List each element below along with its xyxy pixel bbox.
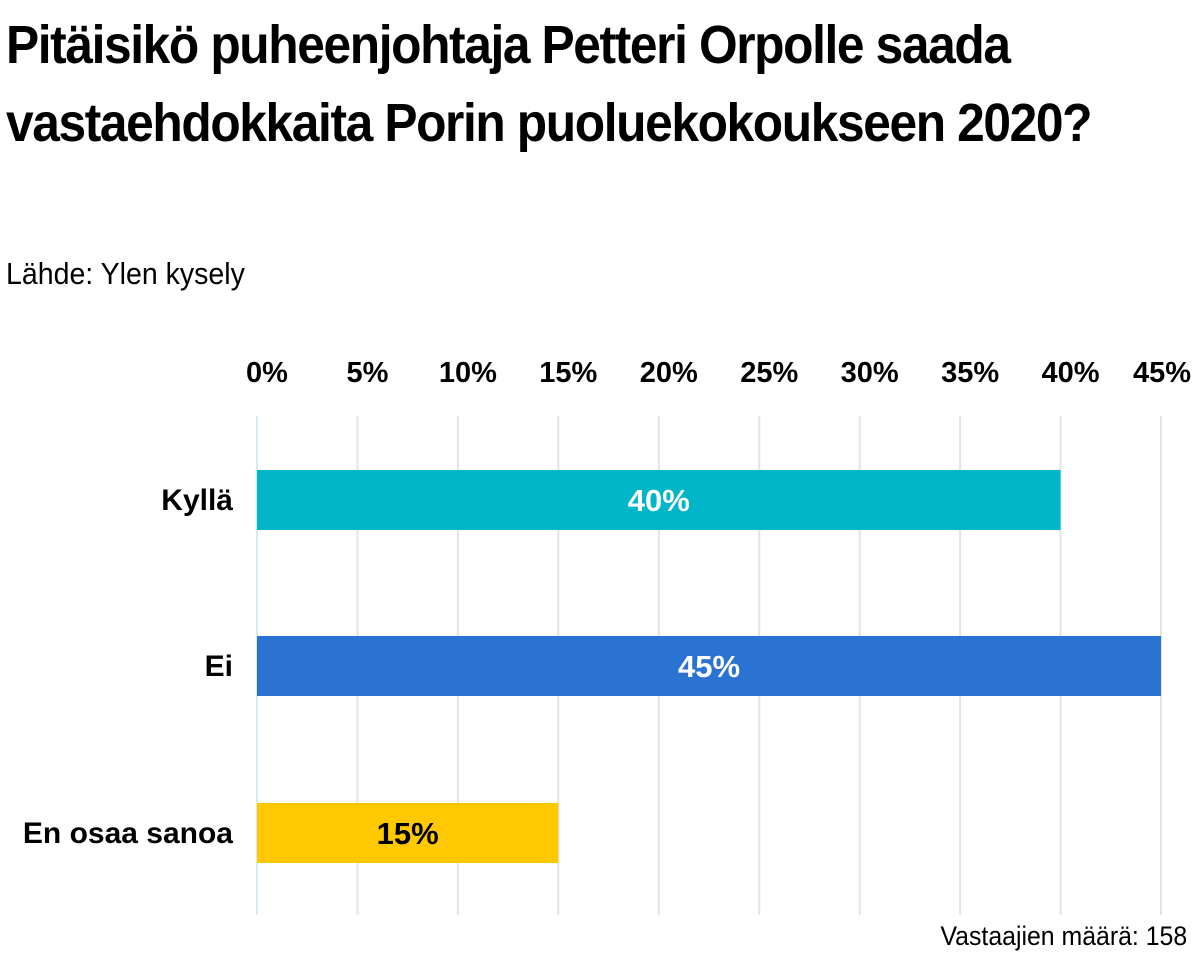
value-label: 45%: [678, 649, 740, 684]
x-tick-label: 10%: [439, 357, 497, 389]
bar: [257, 803, 559, 863]
category-label: En osaa sanoa: [23, 817, 233, 850]
x-tick-label: 20%: [640, 357, 698, 389]
category-label: Kyllä: [161, 484, 233, 517]
category-labels: Kyllä Ei En osaa sanoa: [23, 484, 233, 850]
bar-chart: 0% 5% 10% 15% 20% 25% 30% 35% 40% 45% Kyllä Ei En o…: [23, 357, 1191, 915]
chart-source: Lähde: Ylen kysely: [6, 256, 245, 291]
bars: [257, 470, 1161, 863]
value-label: 40%: [628, 483, 690, 518]
x-tick-label: 35%: [941, 357, 999, 389]
bar: [257, 470, 1061, 530]
x-tick-label: 30%: [841, 357, 899, 389]
x-tick-label: 15%: [539, 357, 597, 389]
x-axis-ticks: 0% 5% 10% 15% 20% 25% 30% 35% 40% 45%: [246, 357, 1191, 389]
value-label: 15%: [377, 816, 439, 851]
x-tick-label: 5%: [346, 357, 388, 389]
x-tick-label: 25%: [740, 357, 798, 389]
chart-title: Pitäisikö puheenjohtaja Petteri Orpolle …: [6, 15, 1092, 153]
x-tick-label: 40%: [1042, 357, 1100, 389]
bar: [257, 636, 1161, 696]
x-tick-label: 0%: [246, 357, 288, 389]
x-tick-label: 45%: [1133, 357, 1191, 389]
respondent-count: Vastaajien määrä: 158: [940, 921, 1187, 951]
category-label: Ei: [205, 650, 233, 683]
value-labels: 40% 45% 15%: [377, 483, 740, 851]
